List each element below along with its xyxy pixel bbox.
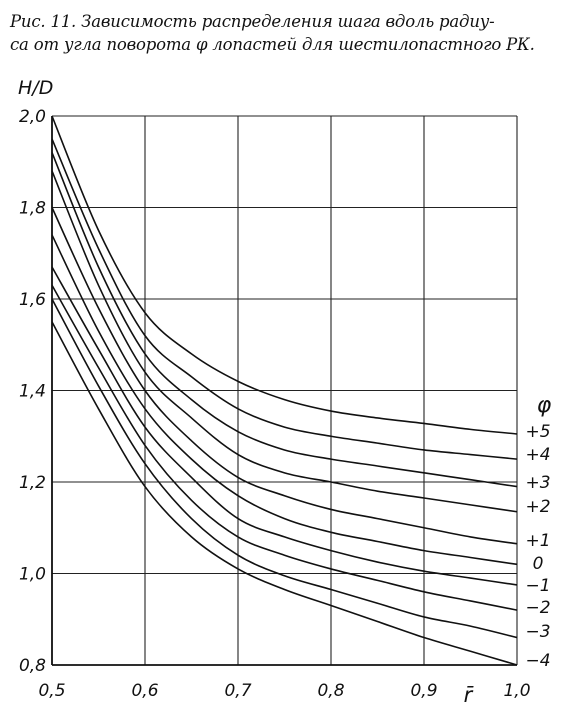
series-line — [51, 152, 518, 488]
x-tick-label: 0,9 — [410, 681, 437, 701]
y-tick-label: 1,4 — [19, 382, 46, 402]
series-label: −2 — [525, 598, 550, 618]
series-label: 0 — [533, 554, 544, 574]
x-tick-label: 1,0 — [503, 681, 530, 701]
series-line — [51, 207, 518, 545]
series-line — [51, 138, 518, 460]
legend-title: φ — [537, 393, 552, 418]
series-line — [51, 266, 518, 586]
series-label: +2 — [525, 497, 550, 517]
series-line — [51, 284, 518, 611]
y-tick-label: 0,8 — [19, 656, 46, 676]
series-line — [51, 234, 518, 566]
caption-line-2: са от угла поворота φ лопастей для шести… — [10, 35, 535, 54]
x-tick-label: 0,6 — [131, 681, 158, 701]
y-tick-label: 1,0 — [19, 565, 46, 585]
series-label: −3 — [525, 622, 550, 642]
caption-line-1: Рис. 11. Зависимость распределения шага … — [10, 12, 495, 31]
x-tick-label: 0,5 — [38, 681, 65, 701]
y-tick-label: 1,2 — [19, 473, 46, 493]
x-tick-label: 0,8 — [317, 681, 344, 701]
chart-series — [51, 115, 518, 666]
series-line — [51, 321, 518, 666]
series-label: −1 — [525, 576, 550, 596]
series-label: +4 — [525, 445, 550, 465]
series-label: +3 — [525, 473, 550, 493]
series-line — [51, 170, 518, 513]
y-tick-label: 1,6 — [19, 290, 46, 310]
series-label: +1 — [525, 531, 550, 551]
series-label: +5 — [525, 422, 550, 442]
y-tick-label: 2,0 — [19, 107, 46, 127]
series-line — [51, 115, 518, 435]
y-tick-label: 1,8 — [19, 199, 46, 219]
x-tick-label: 0,7 — [224, 681, 251, 701]
y-axis-label: H/D — [18, 77, 53, 99]
series-label: −4 — [525, 651, 550, 671]
series-line — [51, 298, 518, 639]
chart-labels: 0,5 0,6 0,7 0,8 0,9 1,0 0,8 1,0 1,2 1,4 1,6 1,8 2,0 H… — [18, 77, 552, 707]
figure-caption: Рис. 11. Зависимость распределения шага … — [10, 10, 558, 56]
x-axis-label: r̄ — [464, 683, 474, 707]
